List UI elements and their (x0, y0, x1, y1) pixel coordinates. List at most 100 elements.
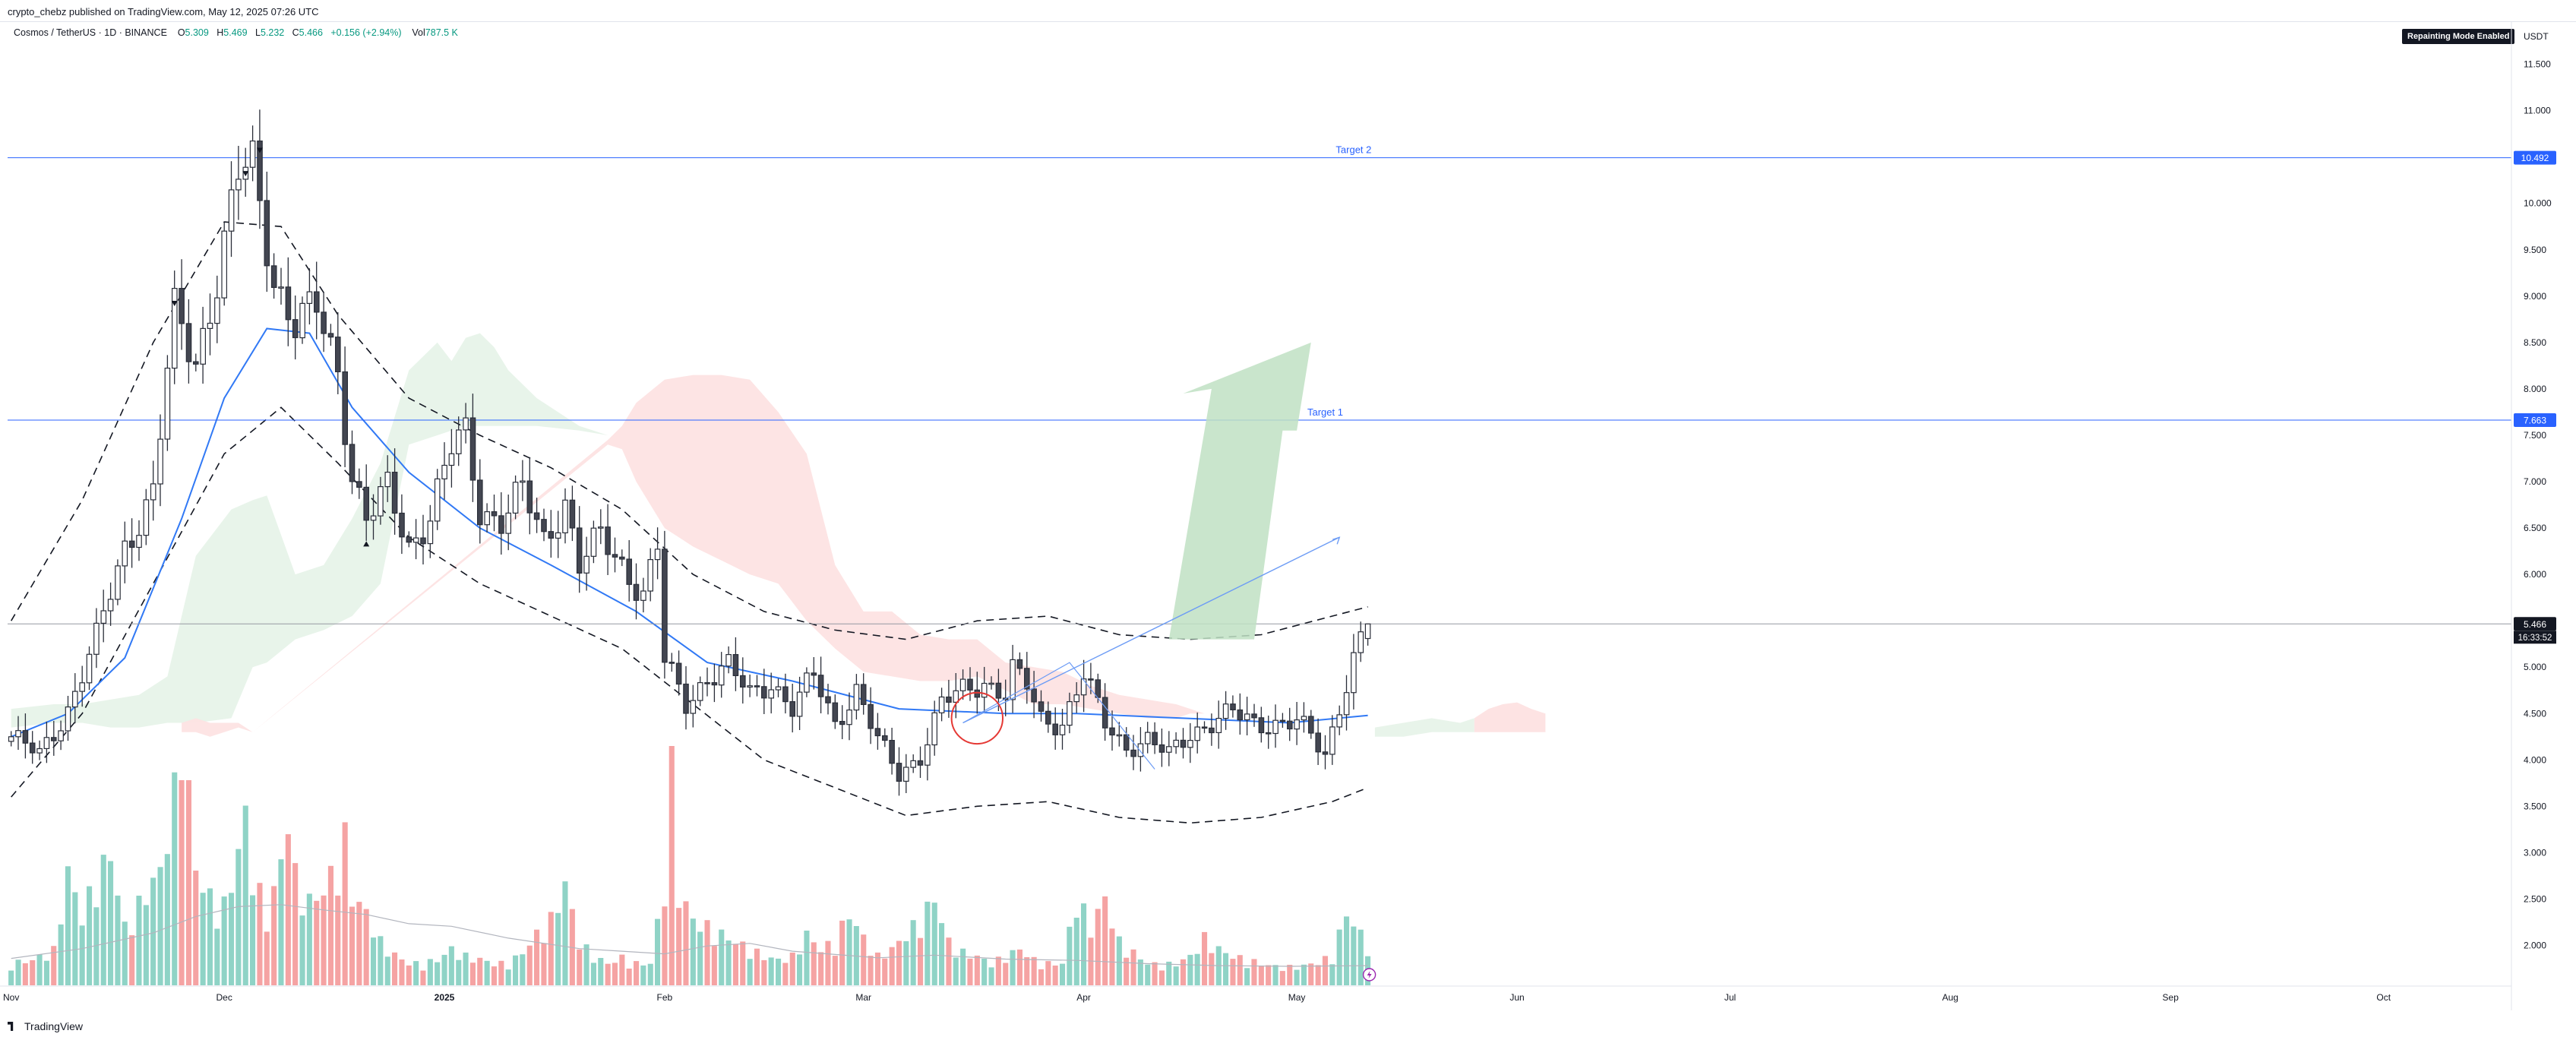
volume-bar (910, 920, 916, 985)
volume-bar (811, 942, 817, 985)
top-bar: crypto_chebz published on TradingView.co… (0, 0, 2576, 21)
candle-body (50, 737, 57, 741)
volume-bar (1124, 957, 1130, 985)
volume-bar (526, 945, 533, 985)
volume-bar (1073, 918, 1079, 985)
volume-bar (832, 956, 838, 985)
candle-body (86, 653, 93, 684)
volume-label: Vol (412, 27, 425, 38)
volume-bar (1351, 926, 1357, 985)
volume-bar (413, 961, 419, 985)
candle-body (931, 712, 938, 746)
time-tick-label: 2025 (435, 992, 455, 1003)
open-value: 5.309 (185, 27, 209, 38)
candle-body (555, 532, 561, 539)
candle-body (718, 665, 725, 686)
volume-bar (960, 948, 966, 985)
volume-bar (598, 958, 604, 985)
candle-body (420, 537, 426, 545)
volume-bar (30, 960, 36, 985)
volume-bar (1152, 962, 1158, 985)
candle-body (427, 520, 434, 545)
volume-bar (299, 915, 305, 985)
volume-bar (505, 969, 511, 985)
candle-body (1329, 726, 1335, 755)
candle-body (889, 739, 895, 764)
candle-body (548, 531, 555, 539)
volume-bar (1187, 954, 1193, 985)
volume-bar (257, 883, 263, 985)
candle-body (469, 417, 476, 481)
candle-body (65, 706, 71, 732)
volume-bar (8, 970, 14, 985)
candle-body (1038, 701, 1045, 712)
price-tick-label: 8.000 (2524, 384, 2546, 394)
volume-bar (1322, 956, 1328, 985)
candle-body (292, 319, 299, 339)
price-label-text: 5.466 (2524, 619, 2546, 630)
candle-body (22, 730, 29, 744)
volume-bar (1329, 964, 1335, 985)
volume-bar (327, 865, 333, 985)
volume-bar (647, 963, 653, 985)
axes-layer[interactable]: USDT11.50011.00010.50010.0009.5009.0008.… (0, 21, 2556, 1010)
volume-bar (129, 935, 135, 985)
volume-bar (1081, 903, 1087, 985)
volume-bar (768, 957, 774, 985)
candle-body (967, 678, 973, 691)
candle-body (1343, 692, 1350, 716)
candle-body (448, 453, 455, 466)
candle-body (1209, 727, 1215, 734)
volume-bar (136, 896, 142, 985)
candle-body (576, 527, 583, 574)
symbol-legend[interactable]: Cosmos / TetherUS · 1D · BINANCE O5.309 … (14, 27, 458, 38)
volume-bar (782, 963, 789, 985)
cloud-green (11, 333, 608, 728)
candle-body (412, 537, 419, 543)
volume-bar (93, 907, 100, 985)
volume-bar (548, 912, 554, 985)
candle-body (605, 526, 611, 555)
candle-body (874, 728, 881, 737)
volume-bar (22, 963, 28, 985)
volume-bar (51, 946, 57, 985)
tradingview-logo[interactable]: TradingView (8, 1020, 83, 1032)
price-label-box (2514, 150, 2556, 165)
volume-bar (122, 921, 128, 985)
candle-body (896, 763, 902, 782)
volume-bar (100, 855, 106, 985)
open-label: O (177, 27, 185, 38)
candle-body (391, 471, 398, 514)
candle-body (917, 760, 924, 766)
candle-body (498, 515, 504, 534)
volume-bar (711, 946, 717, 985)
volume-bar (761, 959, 767, 985)
volume-bar (683, 901, 689, 985)
drawings-layer[interactable] (171, 147, 1377, 982)
candle-body (768, 689, 775, 699)
price-tick-label: 11.000 (2524, 106, 2551, 116)
candle-body (221, 230, 228, 299)
repainting-mode-badge[interactable]: Repainting Mode Enabled (2402, 29, 2515, 44)
volume-bar (1244, 968, 1250, 985)
candle-body (853, 684, 860, 711)
volume-bar (725, 940, 732, 985)
volume-bar (1060, 963, 1066, 985)
volume-bar (988, 967, 994, 985)
volume-bar (469, 963, 476, 985)
volume-bar (1130, 949, 1136, 985)
candle-body (122, 540, 128, 567)
projection-arrow (1168, 342, 1311, 640)
footer: TradingView (0, 1010, 2576, 1040)
volume-bar (264, 931, 270, 985)
candle-body (520, 480, 526, 483)
candle-body (668, 662, 675, 664)
candle-body (526, 480, 533, 514)
candle-body (697, 681, 703, 701)
symbol-title[interactable]: Cosmos / TetherUS · 1D · BINANCE (14, 27, 167, 38)
volume-bar (995, 956, 1001, 985)
candle-body (356, 481, 362, 488)
volume-bar (278, 859, 284, 985)
volume-bar (193, 871, 199, 985)
